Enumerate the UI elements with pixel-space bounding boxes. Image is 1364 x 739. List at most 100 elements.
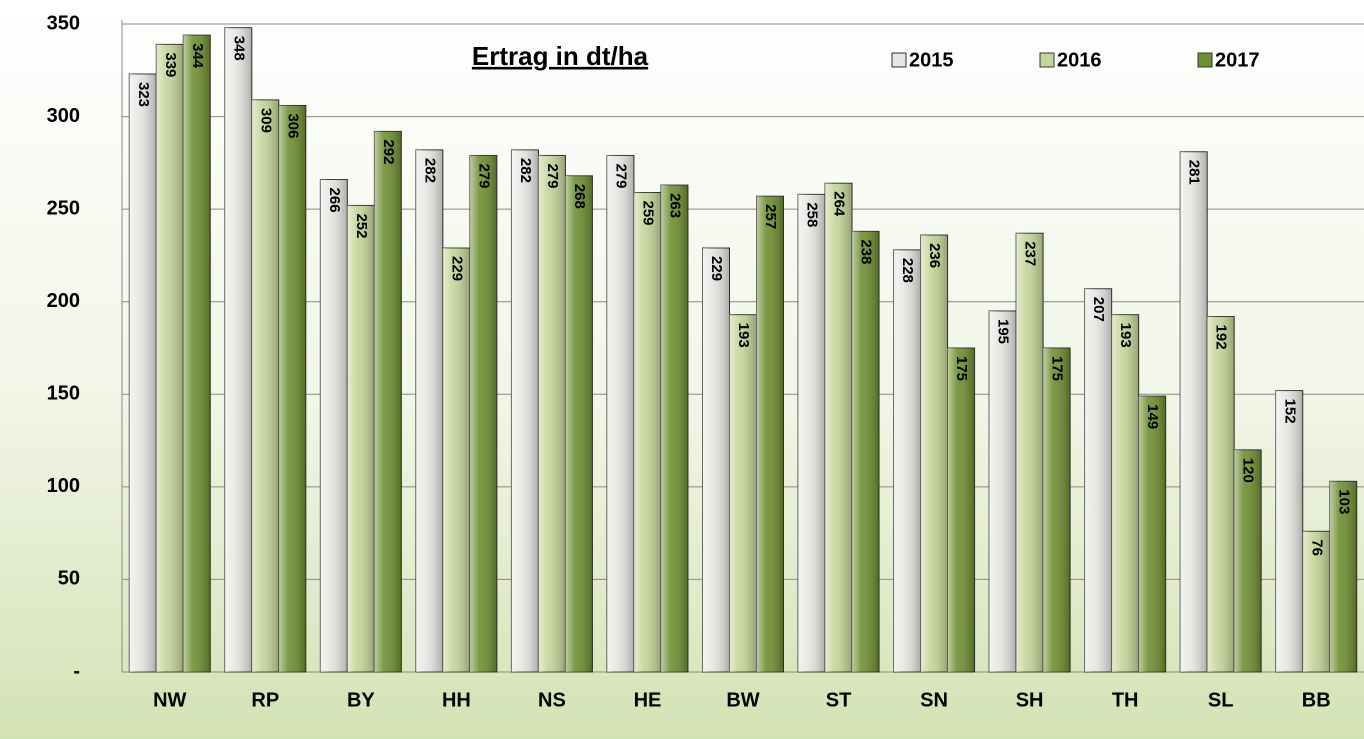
data-label: 306 (284, 113, 301, 138)
bar-shine (852, 231, 880, 673)
x-tick-label: BY (347, 689, 375, 711)
y-tick-label: 350 (47, 12, 80, 34)
data-label: 193 (1117, 323, 1134, 348)
data-label: 175 (1049, 356, 1066, 381)
y-tick-label: 150 (47, 383, 80, 405)
x-tick-label: NS (538, 689, 566, 711)
chart-title: Ertrag in dt/ha (472, 41, 649, 71)
bar-shine (920, 235, 948, 672)
data-label: 309 (257, 108, 274, 133)
data-label: 252 (353, 213, 370, 238)
data-label: 76 (1308, 539, 1325, 556)
data-label: 348 (230, 36, 247, 61)
bar-shine (347, 205, 375, 672)
data-label: 259 (639, 200, 656, 225)
data-label: 323 (135, 82, 152, 107)
data-label: 237 (1022, 241, 1039, 266)
data-label: 149 (1144, 404, 1161, 429)
y-tick-label: 300 (47, 105, 80, 127)
data-label: 264 (831, 191, 848, 217)
bar-shine (1111, 314, 1139, 672)
bar-shine (129, 73, 157, 672)
bar-shine (1084, 288, 1112, 672)
bar-shine (469, 155, 497, 673)
bar-shine (511, 149, 539, 672)
x-tick-label: HH (442, 689, 471, 711)
data-label: 193 (735, 323, 752, 348)
data-label: 195 (995, 319, 1012, 344)
data-label: 228 (899, 258, 916, 283)
bar-shine (320, 179, 348, 672)
bar-shine (633, 192, 661, 673)
bar-shine (251, 99, 279, 672)
data-label: 120 (1240, 458, 1257, 483)
bar-shine (660, 185, 688, 672)
x-tick-label: BB (1302, 689, 1331, 711)
bar-shine (798, 194, 826, 672)
data-label: 229 (448, 256, 465, 281)
x-tick-label: BW (726, 689, 759, 711)
bar-shine (156, 44, 184, 672)
bar-shine (947, 348, 975, 672)
data-label: 339 (162, 52, 179, 77)
data-label: 258 (804, 202, 821, 227)
data-label: 279 (475, 163, 492, 188)
y-tick-label: 200 (47, 290, 80, 312)
x-tick-label: TH (1112, 689, 1139, 711)
data-label: 192 (1213, 325, 1230, 350)
data-label: 279 (612, 163, 629, 188)
data-label: 152 (1281, 399, 1298, 424)
data-label: 263 (666, 193, 683, 218)
data-label: 282 (517, 158, 534, 183)
bar-shine (442, 248, 470, 672)
data-label: 236 (926, 243, 943, 268)
bar-shine (989, 310, 1017, 672)
bar-shine (1043, 348, 1071, 672)
bar-shine (606, 155, 634, 673)
bar-shine (538, 155, 566, 673)
bar-shine (729, 314, 757, 672)
bar-shine (1016, 233, 1044, 672)
data-label: 268 (571, 184, 588, 209)
bar-shine (893, 249, 921, 673)
legend-label: 2017 (1215, 49, 1260, 71)
legend-swatch (1197, 52, 1213, 68)
bar-shine (1234, 449, 1262, 672)
data-label: 175 (953, 356, 970, 381)
data-label: 238 (858, 239, 875, 264)
data-label: 257 (762, 204, 779, 229)
y-tick-label: 250 (47, 197, 80, 219)
bar-shine (702, 248, 730, 672)
x-tick-label: HE (634, 689, 662, 711)
bar-shine (183, 35, 211, 672)
legend-label: 2015 (909, 49, 954, 71)
y-tick-label: 50 (58, 568, 80, 590)
bar-shine (415, 149, 443, 672)
bar-shine (1329, 481, 1357, 672)
data-label: 266 (326, 188, 343, 213)
x-tick-label: SH (1016, 689, 1044, 711)
data-label: 292 (380, 139, 397, 164)
bar-shine (374, 131, 402, 672)
bar-shine (565, 175, 593, 672)
data-label: 229 (708, 256, 725, 281)
data-label: 207 (1090, 297, 1107, 322)
bar-shine (1207, 316, 1235, 672)
bar-shine (825, 183, 853, 673)
data-label: 282 (421, 158, 438, 183)
x-tick-label: ST (826, 689, 852, 711)
data-label: 281 (1186, 160, 1203, 185)
data-label: 344 (189, 43, 206, 69)
x-tick-label: RP (251, 689, 279, 711)
bar-shine (756, 196, 784, 672)
bar-shine (1138, 396, 1166, 672)
bar-shine (1180, 151, 1208, 673)
data-label: 279 (544, 163, 561, 188)
y-tick-label: 100 (47, 475, 80, 497)
data-label: 103 (1335, 489, 1352, 514)
legend-swatch (891, 52, 907, 68)
legend-label: 2016 (1057, 49, 1102, 71)
x-tick-label: NW (153, 689, 186, 711)
y-tick-label: - (73, 660, 80, 682)
